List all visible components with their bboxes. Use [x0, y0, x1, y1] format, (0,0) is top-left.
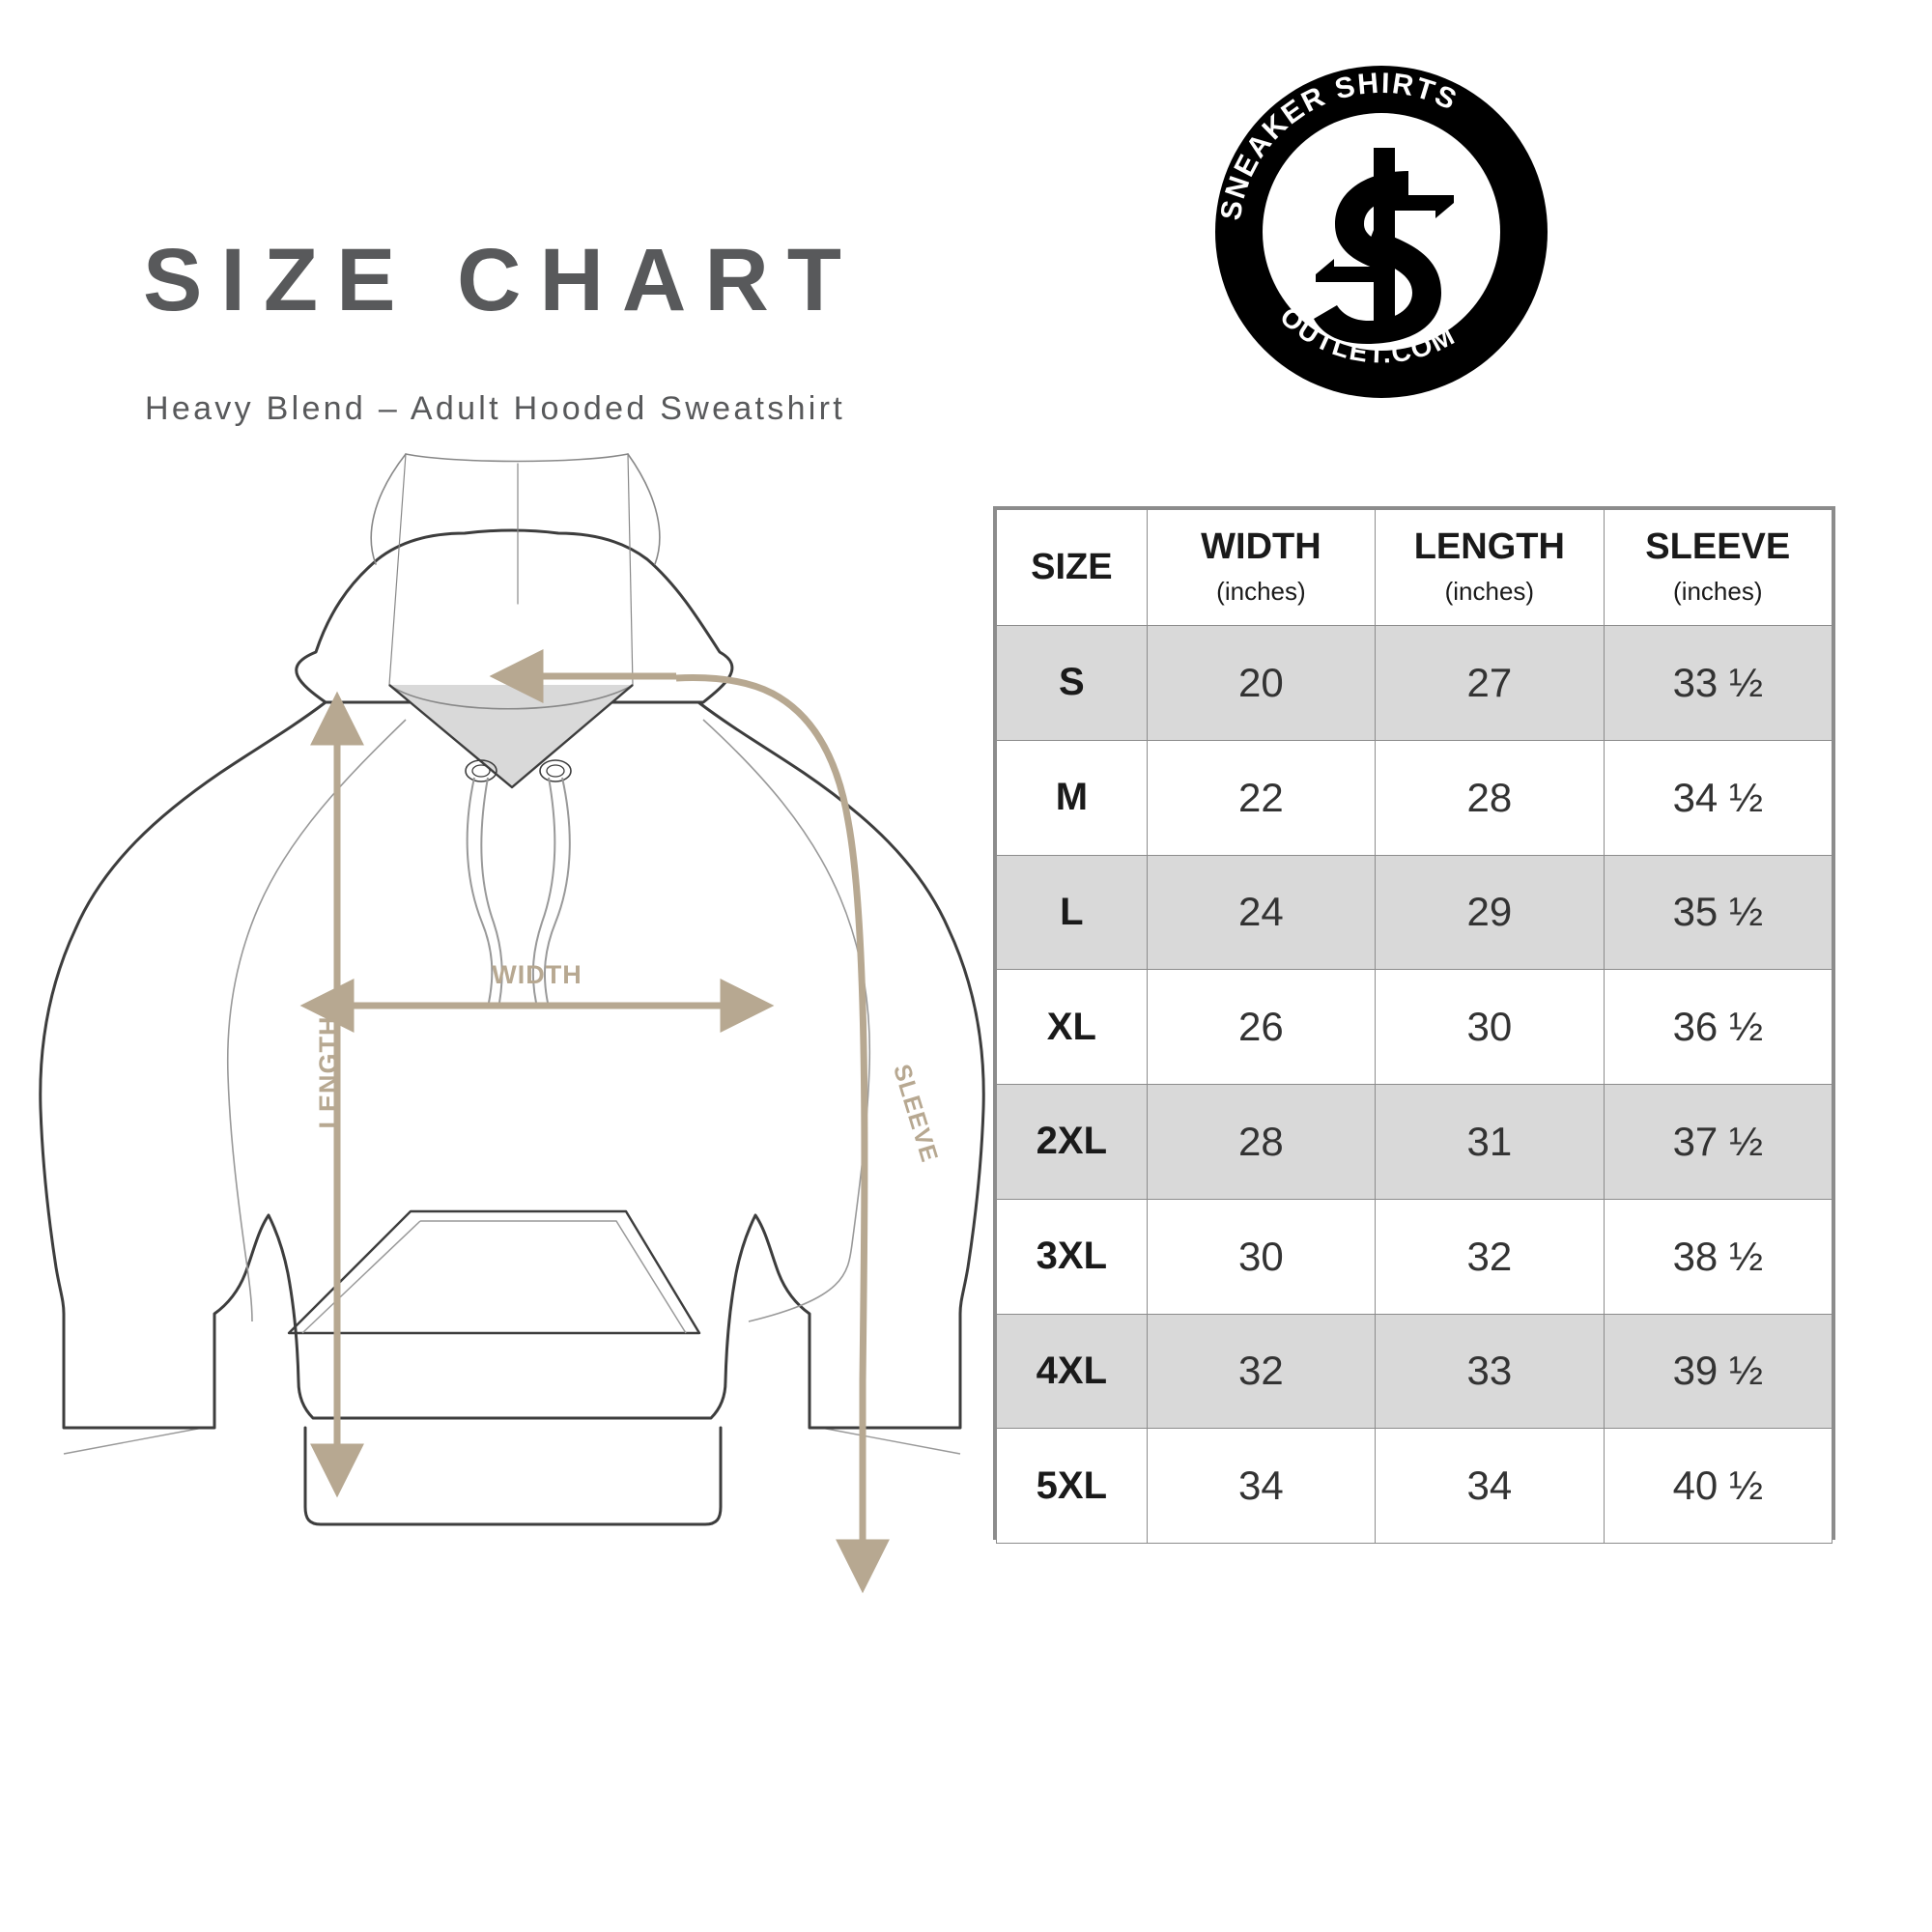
svg-text:LENGTH: LENGTH: [314, 1016, 343, 1129]
svg-text:SLEEVE: SLEEVE: [888, 1062, 943, 1166]
svg-text:WIDTH: WIDTH: [492, 960, 582, 989]
